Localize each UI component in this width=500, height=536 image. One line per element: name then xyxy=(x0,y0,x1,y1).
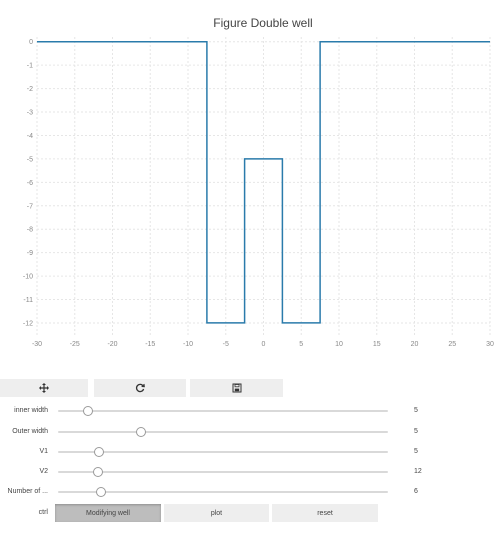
chart-title: Figure Double well xyxy=(213,16,312,30)
slider-thumb[interactable] xyxy=(82,406,93,416)
refresh-button[interactable] xyxy=(94,379,186,397)
ctrl-label: ctrl xyxy=(38,509,48,516)
x-tick-label: 20 xyxy=(411,341,419,348)
x-tick-label: 15 xyxy=(373,341,381,348)
y-tick-label: -2 xyxy=(27,86,33,93)
x-tick-label: 5 xyxy=(299,341,303,348)
x-tick-label: -15 xyxy=(145,341,155,348)
x-tick-label: -10 xyxy=(183,341,193,348)
slider-row: Number of ... 6 xyxy=(0,485,500,499)
y-tick-label: -1 xyxy=(27,63,33,70)
x-tick-label: 10 xyxy=(335,341,343,348)
x-tick-label: 0 xyxy=(262,341,266,348)
floppy-disk-icon xyxy=(232,383,241,393)
pan-button[interactable] xyxy=(0,379,88,397)
x-tick-label: -20 xyxy=(107,341,117,348)
slider-thumb[interactable] xyxy=(135,427,146,437)
y-tick-label: -5 xyxy=(27,156,33,163)
reset-button[interactable]: reset xyxy=(272,504,378,522)
grid xyxy=(36,37,491,337)
y-tick-label: -3 xyxy=(27,110,33,117)
y-tick-label: -9 xyxy=(27,250,33,257)
x-tick-label: -25 xyxy=(70,341,80,348)
slider-thumb[interactable] xyxy=(95,487,106,497)
y-tick-label: -6 xyxy=(27,180,33,187)
slider-track[interactable] xyxy=(58,467,388,477)
y-tick-label: -12 xyxy=(23,320,33,327)
refresh-icon xyxy=(135,383,145,393)
x-tick-label: 30 xyxy=(486,341,494,348)
slider-row: inner width 5 xyxy=(0,404,500,418)
save-button[interactable] xyxy=(190,379,283,397)
y-tick-label: -8 xyxy=(27,227,33,234)
y-tick-label: -11 xyxy=(23,297,33,304)
slider-track[interactable] xyxy=(58,406,388,416)
slider-label: inner width xyxy=(14,407,48,414)
x-axis: -30 -25 -20 -15 -10 -5 0 5 10 15 20 25 30 xyxy=(32,341,494,348)
slider-row: Outer width 5 xyxy=(0,425,500,439)
y-axis: 0 -1 -2 -3 -4 -5 -6 -7 -8 -9 -10 -11 -12 xyxy=(23,39,33,327)
y-tick-label: -10 xyxy=(23,274,33,281)
move-icon xyxy=(39,383,49,393)
slider-track[interactable] xyxy=(58,487,388,497)
slider-row: V1 5 xyxy=(0,445,500,459)
y-tick-label: 0 xyxy=(29,39,33,46)
slider-thumb[interactable] xyxy=(94,447,105,457)
y-tick-label: -4 xyxy=(27,133,33,140)
control-row: ctrl Modifying well plot reset xyxy=(0,504,500,522)
slider-value: 6 xyxy=(414,488,418,495)
slider-label: Number of ... xyxy=(7,488,48,495)
slider-value: 12 xyxy=(414,468,422,475)
slider-label: V1 xyxy=(39,448,48,455)
slider-value: 5 xyxy=(414,428,418,435)
slider-value: 5 xyxy=(414,407,418,414)
x-tick-label: 25 xyxy=(448,341,456,348)
slider-thumb[interactable] xyxy=(92,467,103,477)
potential-line xyxy=(37,40,490,324)
double-well-chart: Figure Double well 0 -1 -2 -3 -4 -5 -6 -7 -8 -9 -1… xyxy=(23,16,494,348)
slider-row: V2 12 xyxy=(0,465,500,479)
plot-toolbar xyxy=(0,379,283,397)
x-tick-label: -30 xyxy=(32,341,42,348)
slider-label: Outer width xyxy=(12,428,48,435)
slider-track[interactable] xyxy=(58,427,388,437)
y-tick-label: -7 xyxy=(27,203,33,210)
slider-track[interactable] xyxy=(58,447,388,457)
modifying-well-button[interactable]: Modifying well xyxy=(55,504,161,522)
slider-value: 5 xyxy=(414,448,418,455)
slider-label: V2 xyxy=(39,468,48,475)
x-tick-label: -5 xyxy=(223,341,229,348)
plot-button[interactable]: plot xyxy=(164,504,269,522)
